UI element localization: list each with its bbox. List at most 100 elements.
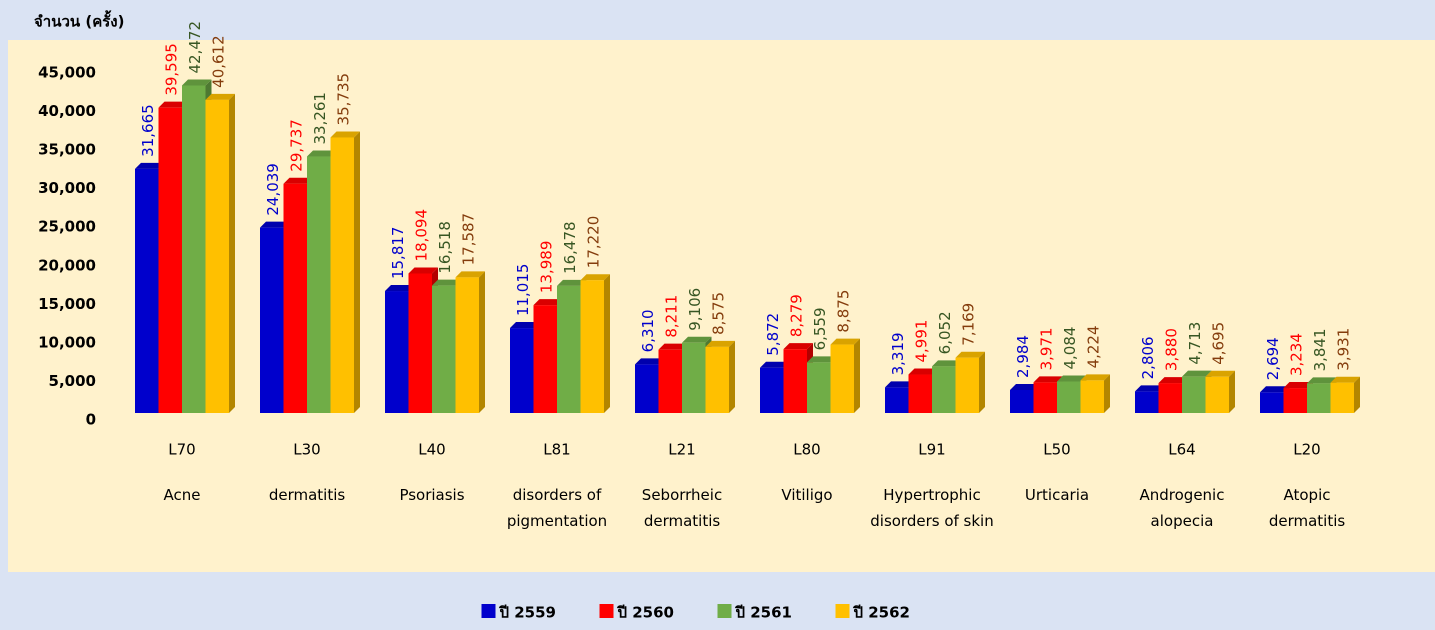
y-tick-label: 45,000	[38, 64, 96, 82]
value-label: 13,989	[538, 241, 556, 294]
value-label: 11,015	[514, 264, 532, 317]
bar	[260, 227, 284, 413]
bar	[1283, 388, 1307, 413]
bar	[205, 99, 229, 413]
bar-top	[455, 271, 485, 278]
bar-top	[1330, 376, 1360, 383]
category-name: Acne	[163, 486, 201, 504]
category-name: Psoriasis	[399, 486, 465, 504]
bar-side	[979, 351, 985, 413]
value-label: 4,084	[1061, 327, 1079, 370]
value-label: 8,575	[710, 292, 728, 335]
bar	[760, 367, 784, 413]
bar-top	[1010, 383, 1040, 390]
bar-top	[1307, 377, 1337, 384]
value-label: 3,971	[1038, 327, 1056, 370]
value-label: 8,875	[835, 290, 853, 333]
bar-top	[432, 279, 462, 286]
bar-top	[885, 381, 915, 388]
value-label: 2,806	[1139, 336, 1157, 379]
bar	[1033, 382, 1057, 413]
bar-side	[604, 274, 610, 413]
value-label: 4,713	[1186, 322, 1204, 365]
bar-top	[135, 162, 165, 169]
value-label: 42,472	[186, 21, 204, 74]
value-label: 17,587	[460, 213, 478, 266]
category-name: dermatitis	[268, 486, 346, 504]
bar-top	[557, 279, 587, 286]
bar	[830, 344, 854, 413]
value-label: 4,991	[913, 320, 931, 363]
bar-top	[1205, 370, 1235, 377]
legend-swatch	[481, 604, 496, 618]
bar-top	[385, 285, 415, 292]
bar	[705, 346, 729, 413]
bar-side	[354, 131, 360, 413]
bar	[807, 362, 831, 413]
bar-top	[533, 299, 563, 306]
bar	[783, 349, 807, 413]
value-label: 18,094	[413, 209, 431, 262]
plot-area	[8, 40, 1435, 572]
value-label: 6,559	[811, 307, 829, 350]
value-label: 2,694	[1264, 337, 1282, 380]
x-tick-label: L80	[793, 441, 820, 459]
bar-top	[307, 150, 337, 157]
category-name: Seborrheic dermatitis	[641, 486, 723, 530]
bar-top	[182, 79, 212, 86]
bar	[1260, 392, 1284, 413]
value-label: 15,817	[389, 227, 407, 280]
bar	[1080, 380, 1104, 413]
bar-top	[1260, 386, 1290, 393]
category-name: Hypertrophic disorders of skin	[870, 486, 994, 530]
bar-top	[783, 343, 813, 350]
bar	[1158, 383, 1182, 413]
category-name: disorders of pigmentation	[506, 486, 608, 530]
bar	[1135, 391, 1159, 413]
bar-top	[1057, 375, 1087, 382]
bar-side	[479, 271, 485, 413]
category-name: Atopic dermatitis	[1268, 486, 1346, 530]
legend-swatch	[835, 604, 850, 618]
value-label: 4,695	[1210, 322, 1228, 365]
bar-top	[760, 361, 790, 368]
bar-top	[283, 177, 313, 184]
bar-top	[330, 131, 360, 138]
bar-side	[1229, 370, 1235, 413]
legend-label: ปี 2561	[735, 604, 792, 622]
bar-top	[205, 93, 235, 100]
value-label: 16,478	[561, 221, 579, 274]
x-tick-label: L91	[918, 441, 945, 459]
bar	[1330, 382, 1354, 413]
value-label: 29,737	[288, 119, 306, 172]
value-label: 5,872	[764, 313, 782, 356]
x-tick-label: L40	[418, 441, 445, 459]
bar-top	[1158, 377, 1188, 384]
bar-side	[729, 340, 735, 413]
bar	[1307, 383, 1331, 413]
bar-top	[705, 340, 735, 347]
bar	[1182, 376, 1206, 413]
value-label: 3,841	[1311, 328, 1329, 371]
bar-top	[807, 356, 837, 363]
bar	[455, 277, 479, 413]
x-tick-label: L50	[1043, 441, 1070, 459]
bar-top	[908, 368, 938, 375]
bar	[135, 168, 159, 413]
y-tick-label: 5,000	[49, 372, 96, 390]
bar-top	[1135, 385, 1165, 392]
bar	[932, 366, 956, 413]
value-label: 3,931	[1335, 328, 1353, 371]
bar	[908, 374, 932, 413]
bar-top	[682, 336, 712, 343]
y-axis-label: จำนวน (ครั้ง)	[34, 10, 125, 31]
value-label: 9,106	[686, 288, 704, 331]
bar-side	[854, 338, 860, 413]
bar-top	[830, 338, 860, 345]
value-label: 6,052	[936, 311, 954, 354]
legend-label: ปี 2560	[617, 604, 674, 622]
value-label: 39,595	[163, 43, 181, 96]
category-name: Androgenic alopecia	[1139, 486, 1225, 530]
value-label: 3,880	[1163, 328, 1181, 371]
